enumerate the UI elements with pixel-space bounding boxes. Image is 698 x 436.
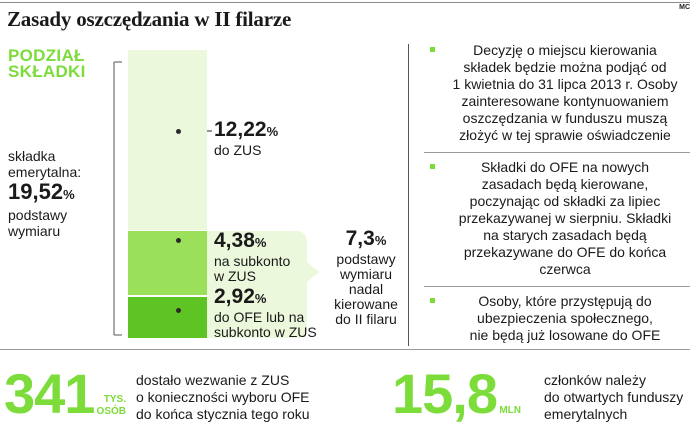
- stat-text-members: członków należy do otwartych funduszy em…: [544, 372, 684, 422]
- marker-dot: [176, 238, 181, 243]
- note-bullet: [430, 164, 435, 169]
- split-zus: 12,22% do ZUS: [214, 118, 279, 158]
- split-ofe: 2,92% do OFE lub na subkonto w ZUS: [214, 285, 317, 340]
- stat-unit-summoned: TYS. OSÓB: [96, 394, 126, 417]
- split-subaccount: 4,38% na subkonto w ZUS: [214, 229, 291, 284]
- contribution-label-line: emerytalna:: [8, 164, 82, 180]
- bar-divider: [128, 295, 207, 297]
- stat-value-members: 15,8: [392, 362, 498, 425]
- contribution-label-line: składka: [8, 148, 56, 164]
- author-credit: MC: [679, 4, 690, 11]
- contribution-label: składka emerytalna: 19,52% podstawy wymi…: [8, 148, 81, 239]
- bar-segment-zus: [128, 50, 207, 230]
- bar-segment-ofe: [128, 297, 207, 338]
- stat-unit-members: MLN: [499, 405, 521, 416]
- contribution-sub-line: podstawy: [8, 207, 68, 223]
- note-new-members: Osoby, które przystępują do ubezpieczeni…: [469, 293, 661, 343]
- top-rule: [0, 2, 690, 3]
- marker-dot: [176, 129, 181, 134]
- second-pillar-total: 7,3% podstawy wymiaru nadal kierowane do…: [334, 227, 398, 327]
- contribution-value: 19,52%: [8, 179, 75, 204]
- second-pillar-highlight: [207, 231, 307, 338]
- bottom-rule: [0, 349, 690, 350]
- section-label: PODZIAŁ SKŁADKI: [8, 46, 86, 81]
- note-bullet: [430, 298, 435, 303]
- section-label-line: SKŁADKI: [8, 62, 86, 81]
- column-separator: [408, 44, 409, 346]
- contribution-sub-line: wymiaru: [8, 223, 61, 239]
- section-label-line: PODZIAŁ: [8, 46, 85, 65]
- bar-divider: [128, 230, 207, 231]
- marker-dot: [176, 308, 181, 313]
- note-bullet: [430, 47, 435, 52]
- note-decision: Decyzję o miejscu kierowania składek będ…: [452, 42, 678, 143]
- note-separator: [424, 286, 690, 287]
- stat-value-summoned: 341: [4, 362, 95, 425]
- bar-segment-subaccount: [128, 231, 207, 295]
- stat-text-summoned: dostało wezwanie z ZUS o konieczności wy…: [136, 372, 310, 422]
- note-transfer: Składki do OFE na nowych zasadach będą k…: [458, 159, 672, 277]
- second-pillar-arrow: [307, 262, 319, 282]
- page-title: Zasady oszczędzania w II filarze: [7, 7, 292, 31]
- note-separator: [424, 152, 690, 153]
